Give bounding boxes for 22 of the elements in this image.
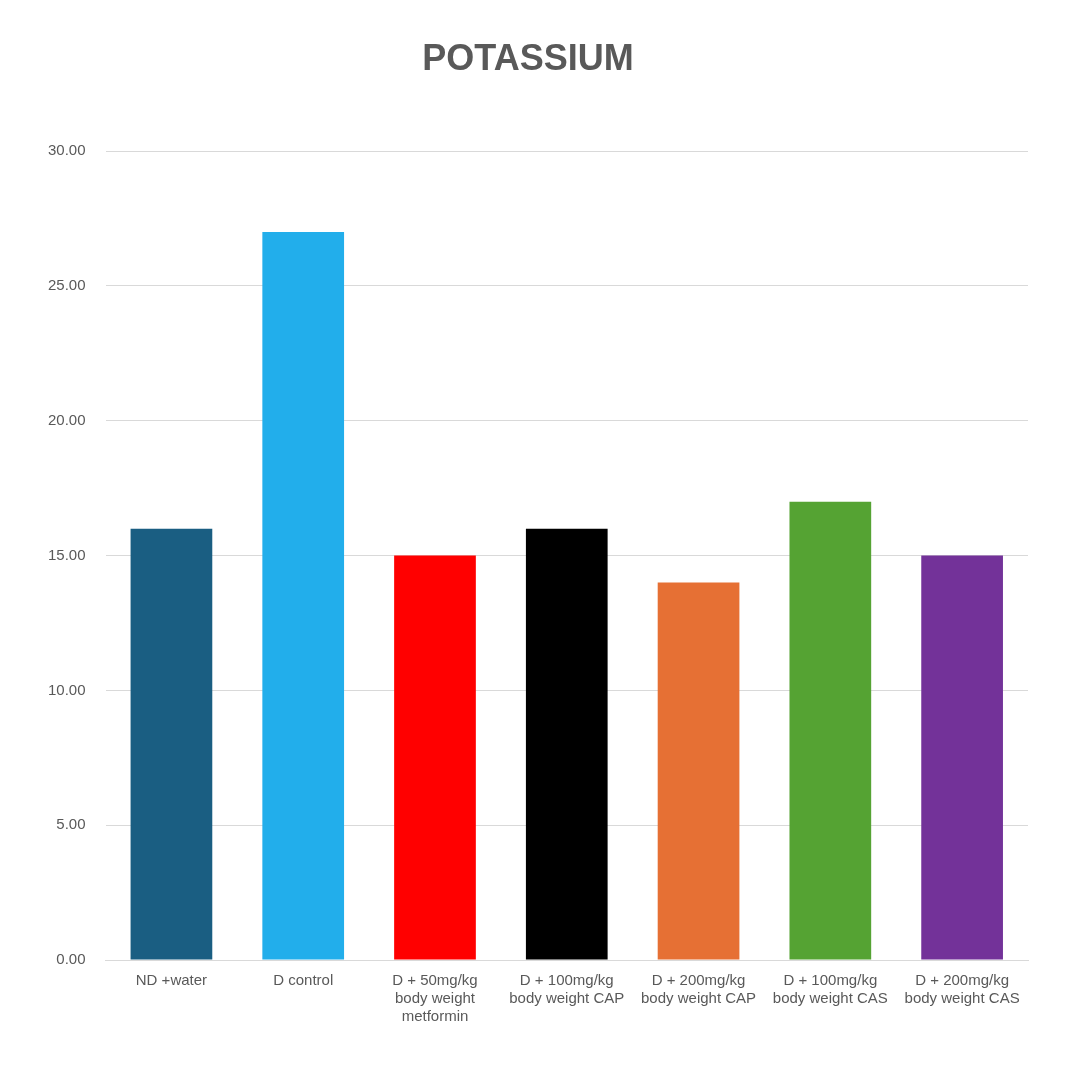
x-tick-label: D + 200mg/kg body weight CAP [641,971,757,1007]
x-tick-label: D + 100mg/kg body weight CAP [509,971,625,1007]
x-tick-label: D control [273,971,334,989]
y-tick-label: 5.00 [56,815,86,833]
y-tick-label: 10.00 [47,680,86,698]
bar [921,555,1003,960]
y-tick-label: 0.00 [56,950,86,968]
bar [525,528,608,960]
chart-title: POTASSIUM [422,36,634,78]
bar [657,582,740,960]
x-tick-label: D + 100mg/kg body weight CAS [772,971,888,1007]
x-tick-label: D + 200mg/kg body weight CAS [904,971,1020,1007]
bar [394,555,476,960]
y-tick-label: 30.00 [47,141,86,159]
bar [130,528,213,960]
x-tick-label: D + 50mg/kg body weight metformin [392,971,478,1025]
y-tick-label: 15.00 [47,545,86,563]
y-tick-label: 20.00 [47,410,86,428]
x-tick-label: ND +water [135,971,208,989]
bar [789,501,872,960]
bar [262,232,345,960]
y-tick-label: 25.00 [47,276,86,294]
